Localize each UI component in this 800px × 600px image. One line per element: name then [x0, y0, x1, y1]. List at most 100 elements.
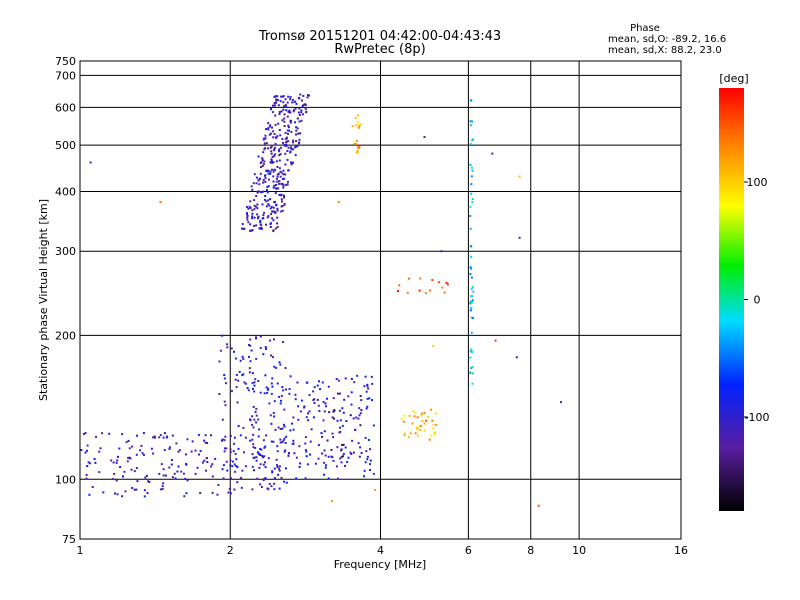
data-point [265, 386, 268, 389]
data-point [420, 414, 423, 417]
data-point [274, 184, 277, 186]
data-point [471, 317, 474, 320]
data-point [161, 487, 164, 490]
data-point [432, 345, 435, 347]
data-point [304, 442, 307, 445]
data-point [322, 419, 325, 422]
data-point [265, 347, 267, 350]
data-point [359, 446, 362, 449]
data-point [246, 213, 248, 216]
data-point [408, 414, 411, 417]
data-point [366, 385, 369, 388]
data-point [185, 453, 187, 456]
data-point [319, 388, 321, 391]
data-point [282, 184, 285, 187]
data-point [472, 290, 475, 293]
data-point [178, 449, 181, 452]
data-point [409, 432, 412, 435]
data-point [290, 119, 293, 122]
data-point [274, 428, 277, 431]
data-point [258, 466, 261, 469]
data-point [263, 142, 266, 145]
data-point [264, 134, 267, 137]
data-point [333, 417, 335, 420]
data-point [168, 446, 171, 449]
data-point [295, 102, 298, 105]
data-point [340, 456, 343, 459]
data-point [229, 464, 232, 467]
colorbar [719, 88, 744, 511]
data-point [471, 201, 474, 204]
data-point [257, 217, 259, 220]
data-point [470, 350, 473, 353]
data-point [291, 422, 293, 425]
data-point [158, 472, 161, 475]
data-point [289, 151, 292, 154]
data-point [518, 175, 521, 178]
data-point [121, 433, 124, 436]
colorbar-label: [deg] [719, 72, 748, 85]
data-point [278, 113, 281, 115]
data-point [250, 229, 253, 232]
data-point [278, 361, 281, 364]
data-point [287, 169, 290, 172]
data-point [445, 281, 448, 284]
colorbar-tick-label: -100 [745, 411, 770, 424]
data-point [186, 479, 189, 482]
data-point [273, 477, 276, 479]
data-point [237, 425, 240, 427]
data-point [297, 111, 300, 114]
data-point [342, 411, 345, 414]
data-point [275, 180, 278, 183]
data-point [308, 394, 311, 397]
plot-area [80, 61, 681, 539]
data-point [255, 205, 258, 208]
data-point [407, 277, 410, 280]
data-point [332, 397, 335, 400]
data-point [230, 390, 233, 393]
data-point [354, 116, 357, 119]
data-point [355, 416, 358, 419]
data-point [128, 447, 131, 450]
data-point [292, 161, 294, 164]
data-point [273, 133, 276, 135]
data-point [356, 374, 359, 377]
data-point [249, 360, 252, 363]
data-point [267, 215, 270, 218]
data-point [303, 406, 305, 409]
data-point [285, 388, 287, 391]
data-point [518, 236, 521, 239]
data-point [471, 285, 474, 288]
data-point [247, 389, 250, 392]
data-point [286, 129, 289, 132]
data-point [469, 227, 472, 230]
data-point [278, 148, 281, 151]
data-point [227, 491, 230, 494]
data-point [286, 158, 289, 161]
data-point [233, 442, 236, 445]
data-point [253, 216, 256, 219]
data-point [271, 126, 273, 129]
data-point [470, 99, 472, 102]
data-point [85, 477, 88, 480]
data-point [276, 98, 279, 101]
data-point [253, 173, 256, 176]
data-point [251, 372, 254, 375]
data-point [305, 450, 308, 453]
data-point [262, 179, 265, 182]
data-point [344, 377, 347, 380]
data-point [304, 477, 307, 480]
data-point [278, 180, 281, 183]
data-point [171, 434, 174, 437]
data-point [321, 381, 324, 384]
data-point [279, 153, 282, 156]
data-point [268, 125, 271, 128]
data-point [491, 152, 494, 155]
data-point [272, 356, 274, 359]
data-point [275, 95, 278, 98]
data-point [253, 456, 256, 459]
data-point [278, 159, 281, 162]
data-point [314, 462, 317, 465]
data-point [235, 373, 238, 376]
